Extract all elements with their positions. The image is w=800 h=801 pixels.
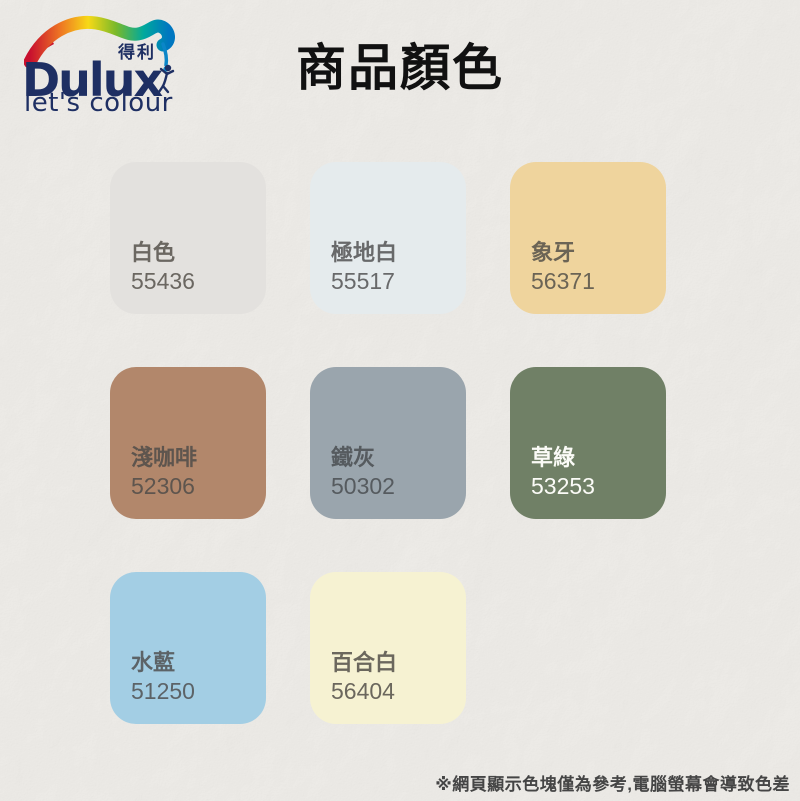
brand-wordmark-chinese: 得利 — [117, 42, 156, 62]
swatch-ivory: 象牙 56371 — [510, 162, 666, 314]
swatch-light-coffee: 淺咖啡 52306 — [110, 367, 266, 519]
color-code: 51250 — [131, 678, 195, 704]
color-name: 極地白 — [331, 240, 398, 265]
color-swatch-grid: 白色 55436 極地白 55517 象牙 56371 淺咖啡 52306 鐵灰… — [110, 162, 666, 724]
swatch-polar-white: 極地白 55517 — [310, 162, 466, 314]
color-name: 白色 — [131, 240, 176, 265]
color-code: 52306 — [131, 473, 195, 499]
swatch-aqua-blue: 水藍 51250 — [110, 572, 266, 724]
color-name: 水藍 — [131, 650, 176, 675]
swatch-lily-white: 百合白 56404 — [310, 572, 466, 724]
color-code: 50302 — [331, 473, 395, 499]
swatch-grass-green: 草綠 53253 — [510, 367, 666, 519]
dulux-logo: Dulux 得利 let's colour — [22, 4, 176, 118]
page-title: 商品顏色 — [296, 40, 504, 96]
color-code: 53253 — [531, 473, 595, 499]
color-code: 56371 — [531, 268, 595, 294]
swatch-iron-grey: 鐵灰 50302 — [310, 367, 466, 519]
brand-wordmark: Dulux — [24, 53, 162, 107]
swatch-white: 白色 55436 — [110, 162, 266, 314]
color-code: 55436 — [131, 268, 195, 294]
color-name: 草綠 — [531, 445, 576, 470]
color-name: 鐵灰 — [331, 445, 376, 470]
color-code: 55517 — [331, 268, 395, 294]
jumping-figure-icon — [157, 64, 175, 94]
color-name: 淺咖啡 — [131, 445, 198, 470]
color-disclaimer: ※網頁顯示色塊僅為參考,電腦螢幕會導致色差 — [435, 775, 790, 794]
color-name: 象牙 — [531, 240, 576, 265]
color-name: 百合白 — [331, 650, 398, 675]
color-code: 56404 — [331, 678, 395, 704]
brand-tagline: let's colour — [24, 88, 173, 114]
